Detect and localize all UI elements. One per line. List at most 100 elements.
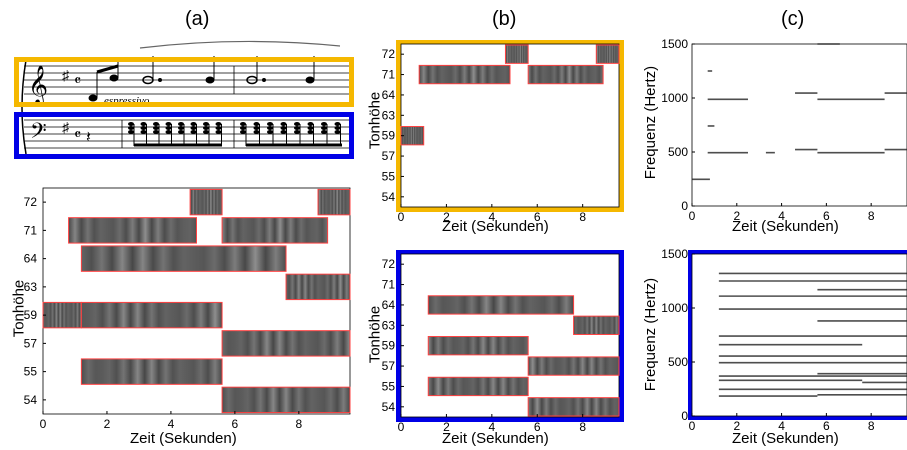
note-bar [527,64,604,85]
chart-spectrogram-melody: 1500 1000 500 00 2 4 6 8 [661,37,907,223]
y-tick-label: 57 [382,149,396,163]
y-tick-label: 0 [681,409,688,423]
svg-text:𝄴: 𝄴 [74,127,81,144]
chart-pitch-activation-all: 72 71 64 63 59 57 55 540 2 4 6 8 [24,187,351,431]
chart-spectrogram-accompaniment: 1500 1000 500 00 2 4 6 8 [661,247,907,433]
y-tick-label: 64 [382,298,396,312]
melody-frame [14,57,354,107]
svg-text:𝄽: 𝄽 [86,129,91,146]
y-tick-label: 1000 [661,301,688,315]
chart-pitch-activation-melody: 72 71 64 63 59 57 55 540 2 4 6 8 [382,43,620,224]
svg-text:𝄴: 𝄴 [74,73,81,90]
note-bar [418,64,511,85]
treble-clef-icon: 𝄞 [28,65,48,106]
ylabel-a: Tonhöhe [10,279,28,338]
y-tick-label: 64 [24,252,38,266]
chart-pitch-activation-accompaniment: 72 71 64 63 59 57 55 540 2 4 6 8 [382,253,620,434]
x-tick-label: 6 [534,210,541,224]
note-bar [189,188,223,216]
x-tick-label: 4 [488,210,495,224]
y-tick-label: 59 [382,339,396,353]
plot-area [691,253,907,417]
y-tick-label: 55 [24,365,38,379]
ylabel-b-top: Tonhöhe [366,91,384,150]
ylabel-b-bottom: Tonhöhe [366,305,384,364]
x-tick-label: 6 [823,419,830,433]
bass-clef-icon: 𝄢 [30,119,47,149]
svg-text:♯: ♯ [62,119,70,135]
note-bar [42,301,82,329]
y-tick-label: 55 [382,379,396,393]
y-tick-label: 57 [24,336,38,350]
x-tick-label: 0 [40,417,47,431]
y-tick-label: 72 [24,195,38,209]
note-bar [504,44,529,64]
y-tick-label: 0 [681,199,688,213]
melody-notes [88,56,315,102]
note-bar [427,376,529,397]
note-bar [573,315,620,335]
note-bar [427,295,575,315]
y-tick-label: 57 [382,359,396,373]
x-tick-label: 6 [823,209,830,223]
note-bar [400,126,425,146]
x-tick-label: 4 [778,419,785,433]
y-tick-label: 71 [24,223,38,237]
y-tick-label: 500 [668,355,688,369]
x-tick-label: 2 [443,420,450,434]
accompaniment-frame-b [396,250,624,422]
note-bar [427,336,529,356]
xlabel-c-bottom: Zeit (Sekunden) [732,430,839,447]
x-tick-label: 4 [488,420,495,434]
panel-label-b: (b) [492,8,517,30]
note-bar [80,358,223,385]
x-tick-label: 0 [398,210,405,224]
x-tick-label: 6 [232,417,239,431]
plot-area [691,43,907,207]
accompaniment-chords [128,122,342,147]
svg-text:♯: ♯ [62,67,70,83]
note-bar [80,245,287,272]
x-tick-label: 0 [398,420,405,434]
y-tick-label: 59 [24,308,38,322]
y-tick-label: 63 [382,318,396,332]
x-tick-label: 8 [579,210,586,224]
x-tick-label: 2 [733,209,740,223]
note-bar [80,301,223,329]
y-tick-label: 54 [382,400,396,414]
y-tick-label: 72 [382,47,396,61]
y-tick-label: 55 [382,169,396,183]
x-tick-label: 8 [579,420,586,434]
y-tick-label: 72 [382,257,396,271]
y-tick-label: 71 [382,68,396,82]
note-bar [527,356,620,376]
y-tick-label: 54 [382,190,396,204]
panel-label-a: (a) [185,8,210,30]
ylabel-c-top: Frequenz (Hertz) [642,65,660,180]
y-tick-label: 71 [382,278,396,292]
melody-frame-b [396,40,624,212]
note-bar [285,273,351,301]
y-tick-label: 59 [382,129,396,143]
x-tick-label: 2 [733,419,740,433]
x-tick-label: 8 [295,417,302,431]
note-bar [221,386,351,414]
x-tick-label: 6 [534,420,541,434]
note-bar [527,397,620,417]
note-bar [221,330,351,357]
y-tick-label: 1000 [661,91,688,105]
xlabel-a: Zeit (Sekunden) [130,430,237,447]
y-tick-label: 63 [24,280,38,294]
y-tick-label: 500 [668,145,688,159]
y-tick-label: 54 [24,393,38,407]
note-bar [68,217,197,244]
xlabel-b-top: Zeit (Sekunden) [442,218,549,235]
xlabel-b-bottom: Zeit (Sekunden) [442,430,549,447]
y-tick-label: 63 [382,108,396,122]
x-tick-label: 8 [868,419,875,433]
x-tick-label: 2 [104,417,111,431]
x-tick-label: 8 [868,209,875,223]
x-tick-label: 4 [778,209,785,223]
note-bar [221,217,329,244]
